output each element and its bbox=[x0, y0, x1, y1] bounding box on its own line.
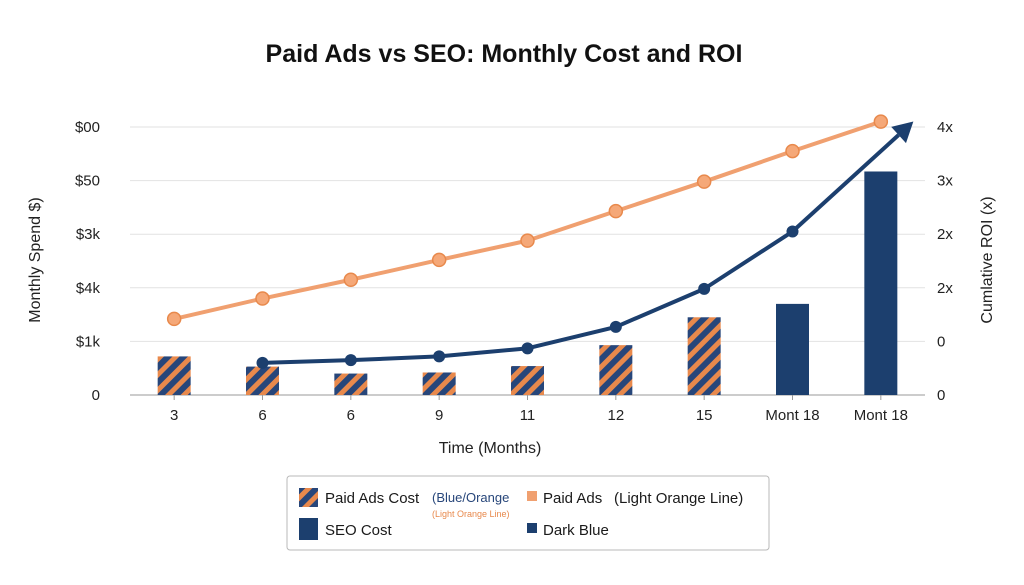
x-tick-label: 6 bbox=[258, 407, 266, 424]
legend-swatch-seo bbox=[299, 518, 318, 540]
legend-box bbox=[286, 475, 770, 551]
legend-note-light-orange-line: (Light Orange Line) bbox=[614, 490, 743, 507]
paid-ads-cost-bar bbox=[687, 317, 721, 395]
paid-ads-roi-point bbox=[785, 143, 800, 159]
paid-ads-roi-point bbox=[873, 114, 889, 129]
y-tick-label: $1k bbox=[76, 333, 101, 350]
seo-roi-line bbox=[262, 133, 900, 365]
x-tick-label: 12 bbox=[607, 407, 624, 424]
y-tick-label: $3k bbox=[76, 226, 101, 243]
paid-ads-cost-bar bbox=[599, 345, 633, 395]
x-tick-label: 6 bbox=[347, 407, 355, 424]
seo-cost-bar bbox=[864, 171, 898, 395]
paid-ads-cost-bar bbox=[334, 373, 368, 395]
tick-layer: 0 $1k $4k $3k $50 $00 0 0 2x 2x 3x 4x 3 6 6 9 11 12 15 Mont… bbox=[75, 119, 953, 424]
paid-ads-cost-bar bbox=[246, 366, 279, 395]
legend-label-seo-cost: SEO Cost bbox=[325, 522, 393, 539]
seo-roi-point bbox=[521, 342, 534, 355]
seo-cost-bar bbox=[776, 303, 809, 395]
y2-tick-label: 0 bbox=[937, 387, 945, 404]
seo-roi-point bbox=[344, 354, 357, 367]
paid-ads-cost-bar bbox=[157, 356, 191, 395]
paid-ads-roi-line bbox=[173, 119, 882, 321]
paid-ads-cost-bar bbox=[422, 372, 456, 395]
y2-axis-label: Cumlative ROI (x) bbox=[979, 196, 996, 323]
y2-tick-label: 3x bbox=[937, 173, 953, 190]
paid-ads-roi-point bbox=[255, 291, 270, 306]
x-tick-label: 15 bbox=[696, 407, 713, 424]
seo-roi-point bbox=[786, 225, 799, 238]
paid-ads-roi-point bbox=[343, 272, 359, 288]
y2-tick-label: 4x bbox=[937, 119, 953, 136]
seo-roi-point bbox=[433, 350, 446, 363]
legend-label-paid-ads-cost: Paid Ads Cost bbox=[325, 490, 420, 507]
y2-tick-label: 2x bbox=[937, 280, 953, 297]
seo-roi-point bbox=[256, 356, 269, 369]
legend-swatch-striped bbox=[299, 488, 318, 507]
x-tick-label: Mont 18 bbox=[765, 407, 819, 424]
x-tick-label: Mont 18 bbox=[854, 407, 908, 424]
x-tick-label: 3 bbox=[170, 407, 178, 424]
seo-roi-point bbox=[609, 320, 622, 333]
legend-swatch-dark-blue bbox=[527, 523, 537, 533]
legend-label-paid-ads: Paid Ads bbox=[543, 490, 602, 507]
line-layer bbox=[166, 114, 914, 369]
paid-ads-roi-point bbox=[608, 203, 624, 219]
legend: Paid Ads Cost (Blue/Orange (Light Orange… bbox=[286, 475, 770, 551]
y-tick-label: 0 bbox=[92, 387, 100, 404]
y-tick-label: $50 bbox=[75, 173, 100, 190]
x-tick-label: 11 bbox=[520, 407, 536, 424]
seo-roi-point bbox=[698, 282, 711, 295]
bar-layer bbox=[157, 171, 898, 395]
legend-swatch-orange bbox=[527, 491, 537, 501]
paid-ads-roi-point bbox=[166, 311, 182, 327]
x-tick-label: 9 bbox=[435, 407, 443, 424]
legend-subnote-light-orange: (Light Orange Line) bbox=[432, 509, 510, 519]
seo-roi-arrowhead bbox=[891, 121, 914, 144]
y-axis-label: Monthly Spend $) bbox=[27, 197, 44, 322]
y-tick-label: $00 bbox=[75, 119, 100, 136]
y2-tick-label: 0 bbox=[937, 333, 945, 350]
y-tick-label: $4k bbox=[76, 280, 101, 297]
paid-ads-roi-point bbox=[520, 233, 535, 248]
chart-title: Paid Ads vs SEO: Monthly Cost and ROI bbox=[266, 40, 743, 68]
legend-note-blue-orange: (Blue/Orange bbox=[432, 490, 509, 505]
y2-tick-label: 2x bbox=[937, 226, 953, 243]
x-axis-label: Time (Months) bbox=[439, 440, 542, 457]
legend-label-dark-blue: Dark Blue bbox=[543, 522, 609, 539]
paid-ads-roi-point bbox=[431, 252, 447, 268]
paid-ads-roi-point bbox=[696, 174, 712, 189]
paid-ads-cost-bar bbox=[511, 366, 544, 395]
